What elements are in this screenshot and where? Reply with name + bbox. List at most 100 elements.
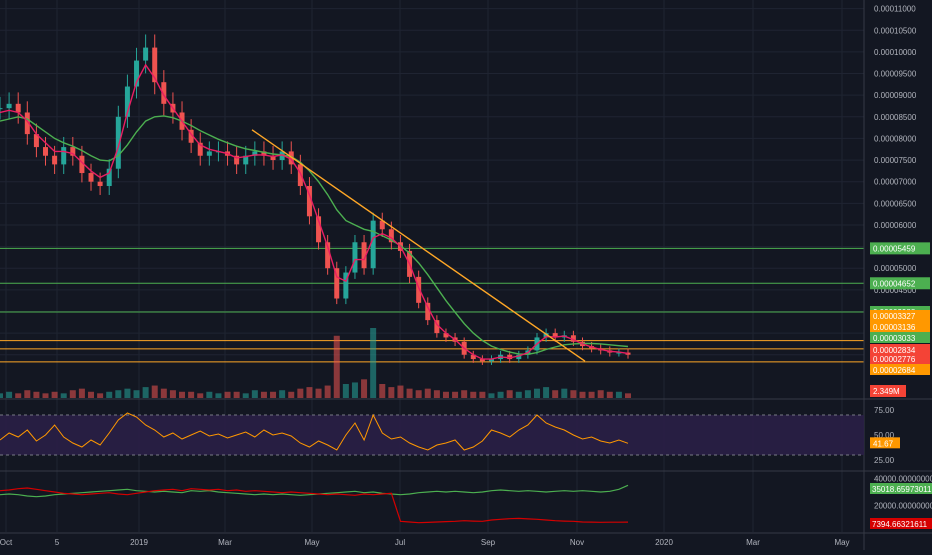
volume-bar — [479, 391, 486, 398]
volume-bar — [6, 391, 13, 398]
candle-body — [507, 354, 513, 360]
candle-body — [115, 116, 121, 169]
candle-body — [70, 147, 76, 156]
volume-bar — [160, 388, 167, 398]
candle-body — [343, 272, 349, 299]
candle-body — [152, 47, 158, 83]
time-tick-label: 2020 — [655, 538, 673, 547]
volume-bar — [543, 387, 550, 398]
volume-bar — [461, 390, 468, 398]
candle-body — [33, 134, 39, 148]
volume-bar — [433, 390, 440, 398]
volume-bar — [570, 390, 577, 398]
price-tick-label: 0.00008000 — [874, 134, 917, 143]
volume-bar — [515, 391, 522, 398]
volume-bar — [60, 393, 67, 398]
candle-body — [97, 181, 103, 187]
candle-body — [616, 352, 622, 354]
volume-bar — [342, 384, 349, 398]
volume-bar — [625, 393, 631, 398]
level-price-label: 0.00004652 — [873, 279, 916, 288]
trendline[interactable] — [251, 129, 586, 362]
time-tick-label: Oct — [0, 538, 13, 547]
volume-bar — [442, 391, 449, 398]
volume-bar — [142, 387, 149, 398]
volume-bar — [251, 390, 258, 398]
volume-bar — [188, 391, 195, 398]
volume-bar — [406, 388, 413, 398]
candle-body — [488, 359, 494, 362]
candle-body — [206, 151, 212, 156]
candle-body — [306, 186, 312, 217]
candle-body — [625, 352, 631, 355]
volume-bar — [115, 390, 122, 398]
candle-body — [6, 103, 12, 109]
rsi-band — [0, 415, 864, 455]
candle-body — [252, 151, 258, 156]
candle-body — [43, 147, 49, 156]
volume-bar — [579, 391, 586, 398]
volume-bar — [388, 387, 395, 398]
volume-bar — [497, 391, 504, 398]
price-tag-label: 0.00002684 — [873, 366, 916, 375]
candle-body — [370, 220, 376, 269]
volume-bar — [315, 388, 322, 398]
candle-body — [443, 333, 449, 338]
candle-body — [325, 242, 331, 269]
volume-bar — [615, 391, 622, 398]
volume-bar — [24, 390, 31, 398]
price-tag-label: 0.00003033 — [873, 334, 916, 343]
volume-bar — [361, 379, 368, 398]
volume-bar — [424, 388, 431, 398]
volume-bar — [42, 393, 49, 398]
candle-body — [79, 155, 85, 174]
volume-bar — [270, 391, 277, 398]
volume-bar — [488, 393, 495, 398]
candle-body — [479, 359, 485, 362]
candle-body — [261, 151, 267, 156]
time-tick-label: Sep — [481, 538, 496, 547]
volume-bar — [260, 391, 267, 398]
time-tick-label: Nov — [570, 538, 584, 547]
volume-bar — [169, 390, 176, 398]
price-tick-label: 0.00006000 — [874, 221, 917, 230]
price-tick-label: 0.00004500 — [874, 286, 917, 295]
price-tick-label: 0.00008500 — [874, 113, 917, 122]
volume-bar — [597, 390, 604, 398]
price-tick-label: 0.00007500 — [874, 156, 917, 165]
candle-body — [0, 108, 3, 110]
volume-bar — [124, 388, 131, 398]
volume-bar — [106, 391, 113, 398]
price-tag — [870, 310, 930, 321]
price-tag — [870, 353, 930, 364]
osc-current-label: 7394.66321611 — [872, 520, 928, 529]
volume-bar — [288, 391, 295, 398]
candle-body — [61, 147, 67, 165]
volume-bar — [397, 385, 404, 398]
time-tick-label: Mar — [746, 538, 760, 547]
time-tick-label: May — [834, 538, 849, 547]
candle-body — [334, 268, 340, 299]
candle-body — [316, 216, 322, 243]
price-tick-label: 0.00007000 — [874, 178, 917, 187]
level-price-tag — [870, 242, 930, 255]
rsi-line — [0, 412, 629, 451]
volume-bar — [179, 391, 186, 398]
time-tick-label: Jul — [395, 538, 405, 547]
price-tick-label: 0.00011000 — [874, 5, 916, 14]
candle-body — [270, 155, 276, 161]
volume-bar — [206, 391, 213, 398]
osc-tick-label: 40000.00000000 — [874, 475, 932, 484]
volume-bar — [297, 388, 304, 398]
candle-body — [570, 335, 576, 342]
osc-tag — [870, 483, 932, 494]
candle-body — [416, 276, 422, 303]
volume-bar — [333, 335, 340, 398]
volume-bar — [561, 388, 568, 398]
rsi-tick-label: 75.00 — [874, 406, 895, 415]
price-tag-label: 0.00002834 — [873, 346, 916, 355]
volume-bar — [88, 391, 95, 398]
volume-bar — [233, 391, 240, 398]
